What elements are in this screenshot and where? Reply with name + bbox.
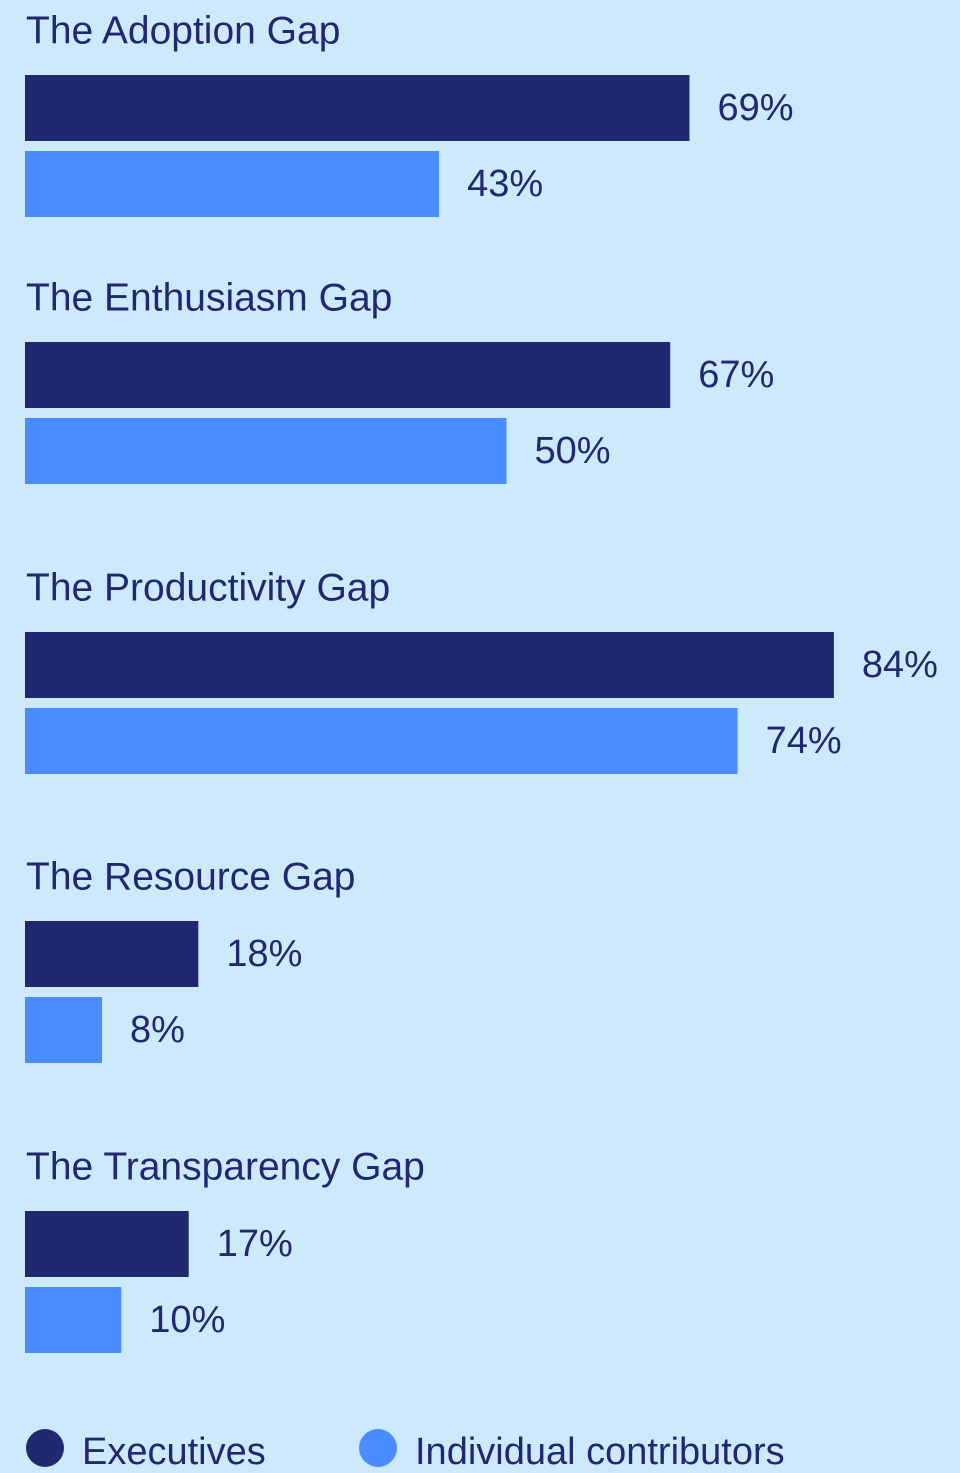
group-title: The Productivity Gap — [26, 566, 390, 609]
bar — [25, 997, 103, 1063]
bar — [25, 151, 440, 217]
legend-marker — [26, 1429, 64, 1467]
bar — [25, 1287, 122, 1353]
legend-marker — [359, 1429, 397, 1467]
value-label: 50% — [535, 430, 611, 472]
value-label: 69% — [717, 87, 793, 129]
bar — [25, 632, 834, 698]
legend-text: Individual contributors — [415, 1431, 785, 1473]
bar — [25, 342, 671, 408]
value-label: 67% — [698, 354, 774, 396]
bar — [25, 75, 690, 141]
value-label: 84% — [862, 644, 938, 686]
bar — [25, 1211, 189, 1277]
value-label: 43% — [467, 163, 543, 205]
group-title: The Enthusiasm Gap — [26, 276, 392, 319]
value-label: 10% — [149, 1299, 225, 1341]
value-label: 17% — [217, 1223, 293, 1265]
group-title: The Resource Gap — [26, 855, 356, 898]
bar — [25, 921, 199, 987]
value-label: 74% — [766, 720, 842, 762]
group-title: The Adoption Gap — [26, 9, 340, 52]
group-title: The Transparency Gap — [26, 1145, 425, 1188]
value-label: 8% — [130, 1009, 185, 1051]
bar — [25, 708, 738, 774]
value-label: 18% — [226, 933, 302, 975]
legend-text: Executives — [82, 1431, 266, 1473]
bar — [25, 418, 507, 484]
